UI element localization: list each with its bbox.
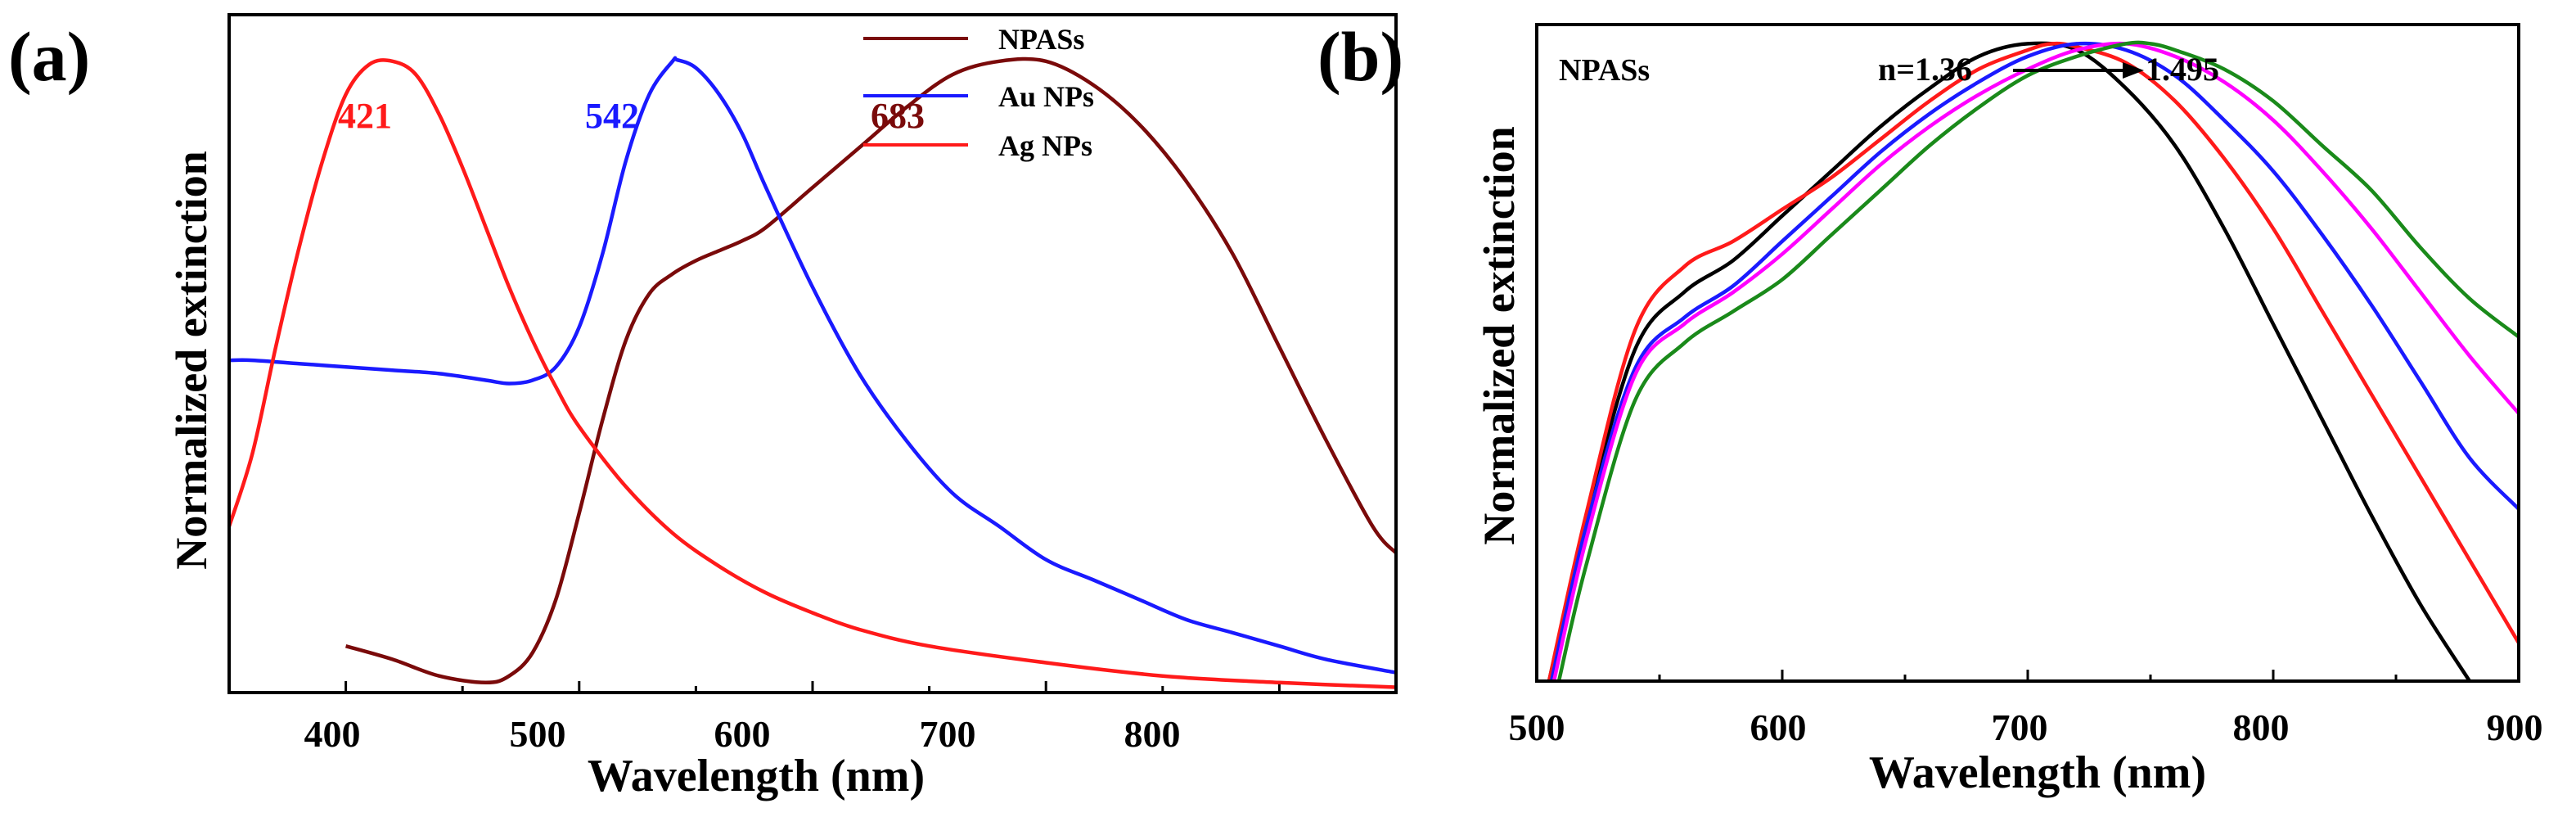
panel-b-xtick-label: 700 [1992, 706, 2048, 748]
panel-b-xtick-label: 800 [2233, 706, 2290, 748]
panel-a-series-line-ag-nps [227, 58, 1397, 689]
peak-label-683: 683 [871, 96, 925, 136]
panel-a-xtick-label: 700 [920, 713, 976, 755]
panel-a-peak-labels: 421 542 683 [338, 96, 925, 136]
panel-a-series [227, 56, 1398, 689]
peak-label-542: 542 [585, 96, 639, 136]
panel-b-xtick-label: 600 [1750, 706, 1807, 748]
panel-b-series-line-n-1-46 [1551, 41, 2520, 682]
panel-b: (b) Normalized extinction Wavelength (nm… [1317, 17, 2543, 798]
panel-a-series-line-au-nps [228, 56, 1397, 675]
panel-b-tick-labels: 500 600 700 800 900 [1509, 706, 2543, 748]
panel-a-tick-labels: 400 500 600 700 800 [304, 713, 1181, 755]
index-end-label: 1.495 [2146, 51, 2219, 88]
panel-a-series-line-npass [345, 56, 1398, 685]
panel-a-label: (a) [8, 17, 90, 96]
index-shift-annotation: n=1.36 1.495 [1878, 51, 2219, 88]
panel-b-series-line-n-1-38 [1547, 41, 2520, 682]
index-start-label: n=1.36 [1878, 51, 1972, 88]
panel-b-ylabel: Normalized extinction [1475, 126, 1524, 544]
panel-a-legend: NPASs Au NPs Ag NPs [863, 23, 1094, 162]
panel-b-ticks [1535, 670, 2520, 681]
panel-b-xtick-label: 500 [1509, 706, 1565, 748]
panel-a-xtick-label: 500 [510, 713, 566, 755]
arrow-right-icon [2123, 62, 2144, 79]
panel-b-series-line-n-1-42 [1549, 41, 2520, 682]
panel-b-xlabel: Wavelength (nm) [1869, 747, 2206, 798]
panel-b-corner-label: NPASs [1559, 53, 1650, 88]
panel-a-xtick-label: 400 [304, 713, 361, 755]
panel-b-series-line-n-1-495 [1556, 40, 2520, 682]
panel-b-series [1547, 40, 2520, 683]
panel-a-plot-frame [227, 13, 1398, 694]
panel-b-plot-frame [1535, 23, 2520, 683]
panel-a-xtick-label: 600 [714, 713, 771, 755]
panel-b-xtick-label: 900 [2487, 706, 2543, 748]
legend-label-npass: NPASs [998, 23, 1084, 56]
panel-a-xtick-label: 800 [1124, 713, 1181, 755]
legend-label-ag: Ag NPs [998, 129, 1092, 162]
panel-b-label: (b) [1317, 17, 1403, 96]
panel-a-xlabel: Wavelength (nm) [588, 751, 925, 801]
panel-a: (a) Normalized extinction Wavelength (nm… [8, 13, 1398, 801]
peak-label-421: 421 [338, 96, 392, 136]
panel-b-series-line-n-1-36 [1547, 41, 2471, 683]
panel-a-ticks [227, 681, 1398, 693]
legend-label-au: Au NPs [998, 80, 1094, 113]
panel-a-ylabel: Normalized extinction [167, 151, 216, 569]
